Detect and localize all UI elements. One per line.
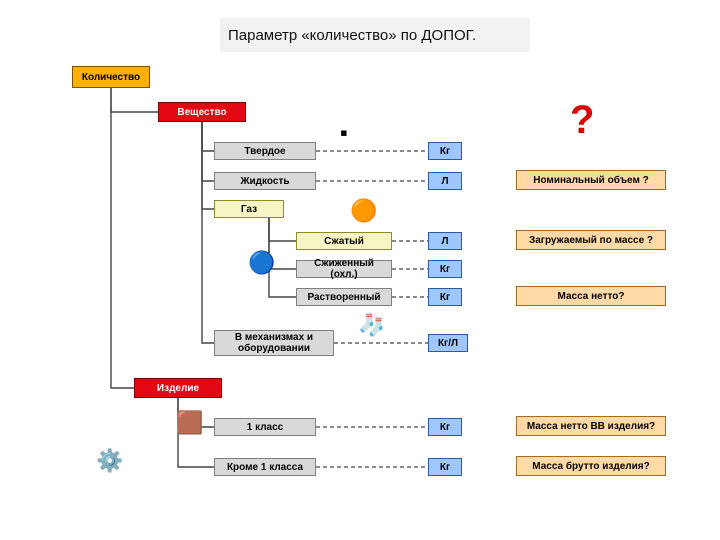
question-mark: ? <box>570 98 594 143</box>
unit-u_solid: Кг <box>428 142 462 160</box>
note-n_liquid: Номинальный объем ? <box>516 170 666 190</box>
note-n_compressed: Загружаемый по массе ? <box>516 230 666 250</box>
node-solid: Твердое <box>214 142 316 160</box>
node-dissolved: Растворенный <box>296 288 392 306</box>
node-root: Количество <box>72 66 150 88</box>
balls-icon: 🟠 <box>350 198 377 224</box>
unit-u_dissolved: Кг <box>428 288 462 306</box>
unit-u_class1: Кг <box>428 418 462 436</box>
node-substance: Вещество <box>158 102 246 122</box>
note-n_exclass1: Масса брутто изделия? <box>516 456 666 476</box>
node-liquid: Жидкость <box>214 172 316 190</box>
node-exclass1: Кроме 1 класса <box>214 458 316 476</box>
note-n_class1: Масса нетто ВВ изделия? <box>516 416 666 436</box>
note-n_dissolved: Масса нетто? <box>516 286 666 306</box>
unit-u_compressed: Л <box>428 232 462 250</box>
unit-u_mech: Кг/Л <box>428 334 468 352</box>
sticks-icon: 🟫 <box>176 410 203 436</box>
unit-u_liquefied: Кг <box>428 260 462 278</box>
cylinder-icon: 🔵 <box>248 250 275 276</box>
unit-u_liquid: Л <box>428 172 462 190</box>
node-compressed: Сжатый <box>296 232 392 250</box>
node-class1: 1 класс <box>214 418 316 436</box>
node-gas: Газ <box>214 200 284 218</box>
node-article: Изделие <box>134 378 222 398</box>
node-mech: В механизмах и оборудовании <box>214 330 334 356</box>
diagram-stage: Параметр «количество» по ДОПОГ. ? Количе… <box>0 0 720 540</box>
page-title: Параметр «количество» по ДОПОГ. <box>220 18 530 52</box>
node-liquefied: Сжиженный (охл.) <box>296 260 392 278</box>
gravel-icon: ▪︎ <box>340 120 348 146</box>
engine-icon: ⚙️ <box>96 448 123 474</box>
sock-icon: 🧦 <box>358 312 385 338</box>
unit-u_exclass1: Кг <box>428 458 462 476</box>
